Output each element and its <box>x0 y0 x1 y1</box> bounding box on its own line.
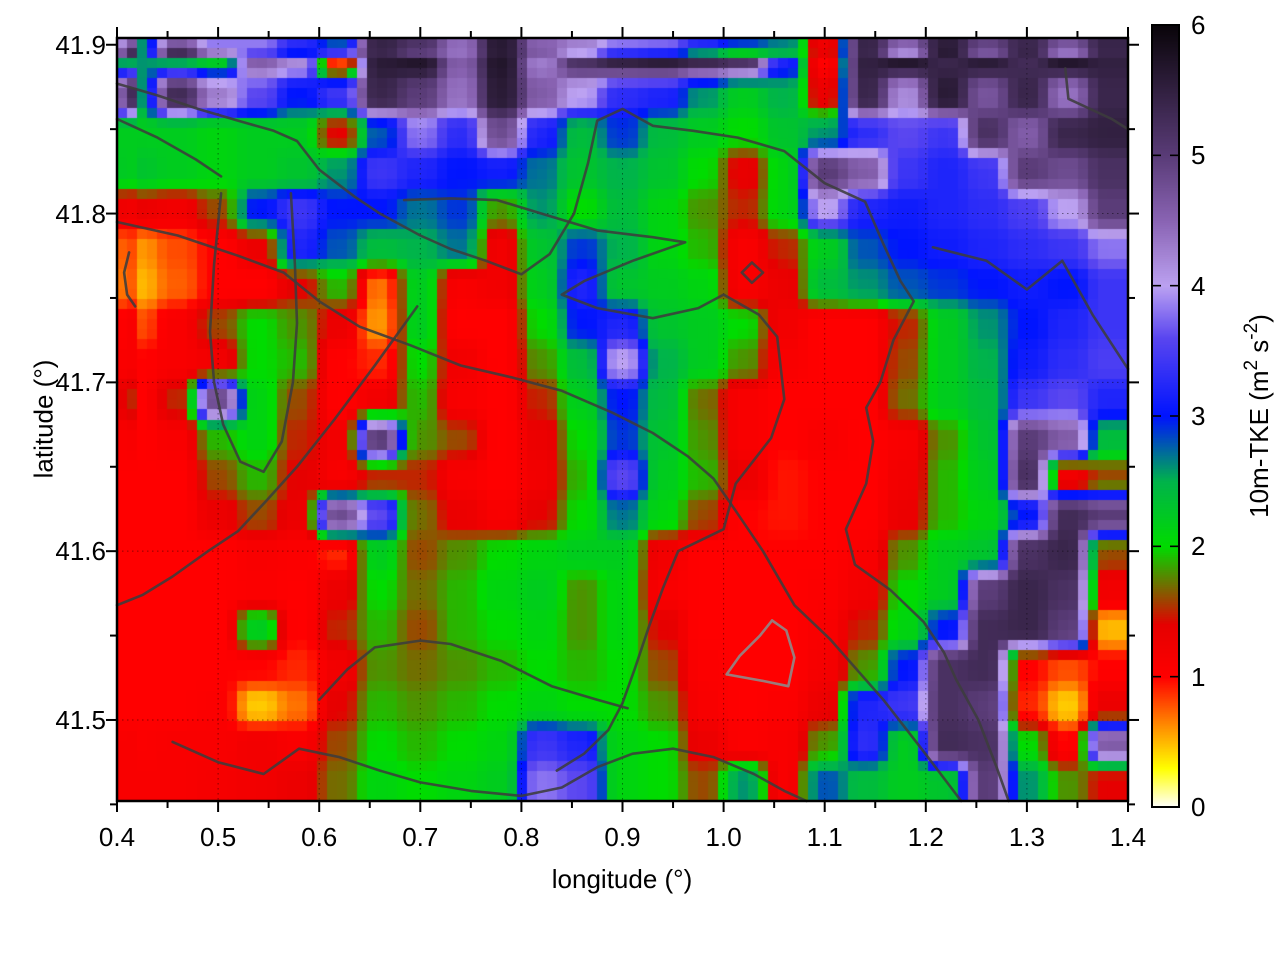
y-tick-label: 41.7 <box>55 367 106 398</box>
colorbar-title: 10m-TKE (m2 s-2) <box>1241 314 1275 518</box>
colorbar-tick-label: 1 <box>1191 661 1206 692</box>
y-axis-title: latitude (°) <box>28 359 59 479</box>
colorbar-tick-label: 4 <box>1191 270 1206 301</box>
colorbar-tick-label: 0 <box>1191 792 1206 822</box>
heatmap-canvas <box>117 38 1128 801</box>
colorbar-tick-label: 3 <box>1191 401 1206 431</box>
x-tick-label: 0.5 <box>200 822 237 852</box>
x-tick-label: 1.1 <box>806 822 843 852</box>
colorbar-gradient <box>1152 25 1179 807</box>
x-tick-label: 1.4 <box>1109 822 1147 852</box>
colorbar-title-text: 10m-TKE (m <box>1244 370 1274 518</box>
x-tick-label: 0.6 <box>301 822 338 852</box>
colorbar-title-sup: -2 <box>1241 322 1262 340</box>
x-tick-label: 0.8 <box>503 822 540 852</box>
colorbar-title-text: s <box>1244 339 1274 360</box>
colorbar-title-sup: 2 <box>1241 359 1262 371</box>
x-axis-title: longitude (°) <box>551 864 693 894</box>
x-tick-label: 0.7 <box>402 822 439 852</box>
x-tick-label: 0.9 <box>604 822 641 852</box>
colorbar-tick-label: 5 <box>1191 140 1206 171</box>
y-tick-label: 41.5 <box>55 704 106 735</box>
x-tick-label: 0.4 <box>98 822 136 852</box>
colorbar-title-text: ) <box>1244 314 1274 323</box>
x-tick-label: 1.3 <box>1008 822 1045 852</box>
x-tick-label: 1.0 <box>705 822 742 852</box>
y-tick-label: 41.9 <box>55 29 106 60</box>
colorbar-tick-label: 6 <box>1191 10 1206 40</box>
colorbar-tick-label: 2 <box>1191 531 1206 562</box>
y-tick-label: 41.8 <box>55 198 106 229</box>
x-tick-label: 1.2 <box>907 822 944 852</box>
y-tick-label: 41.6 <box>55 536 106 567</box>
